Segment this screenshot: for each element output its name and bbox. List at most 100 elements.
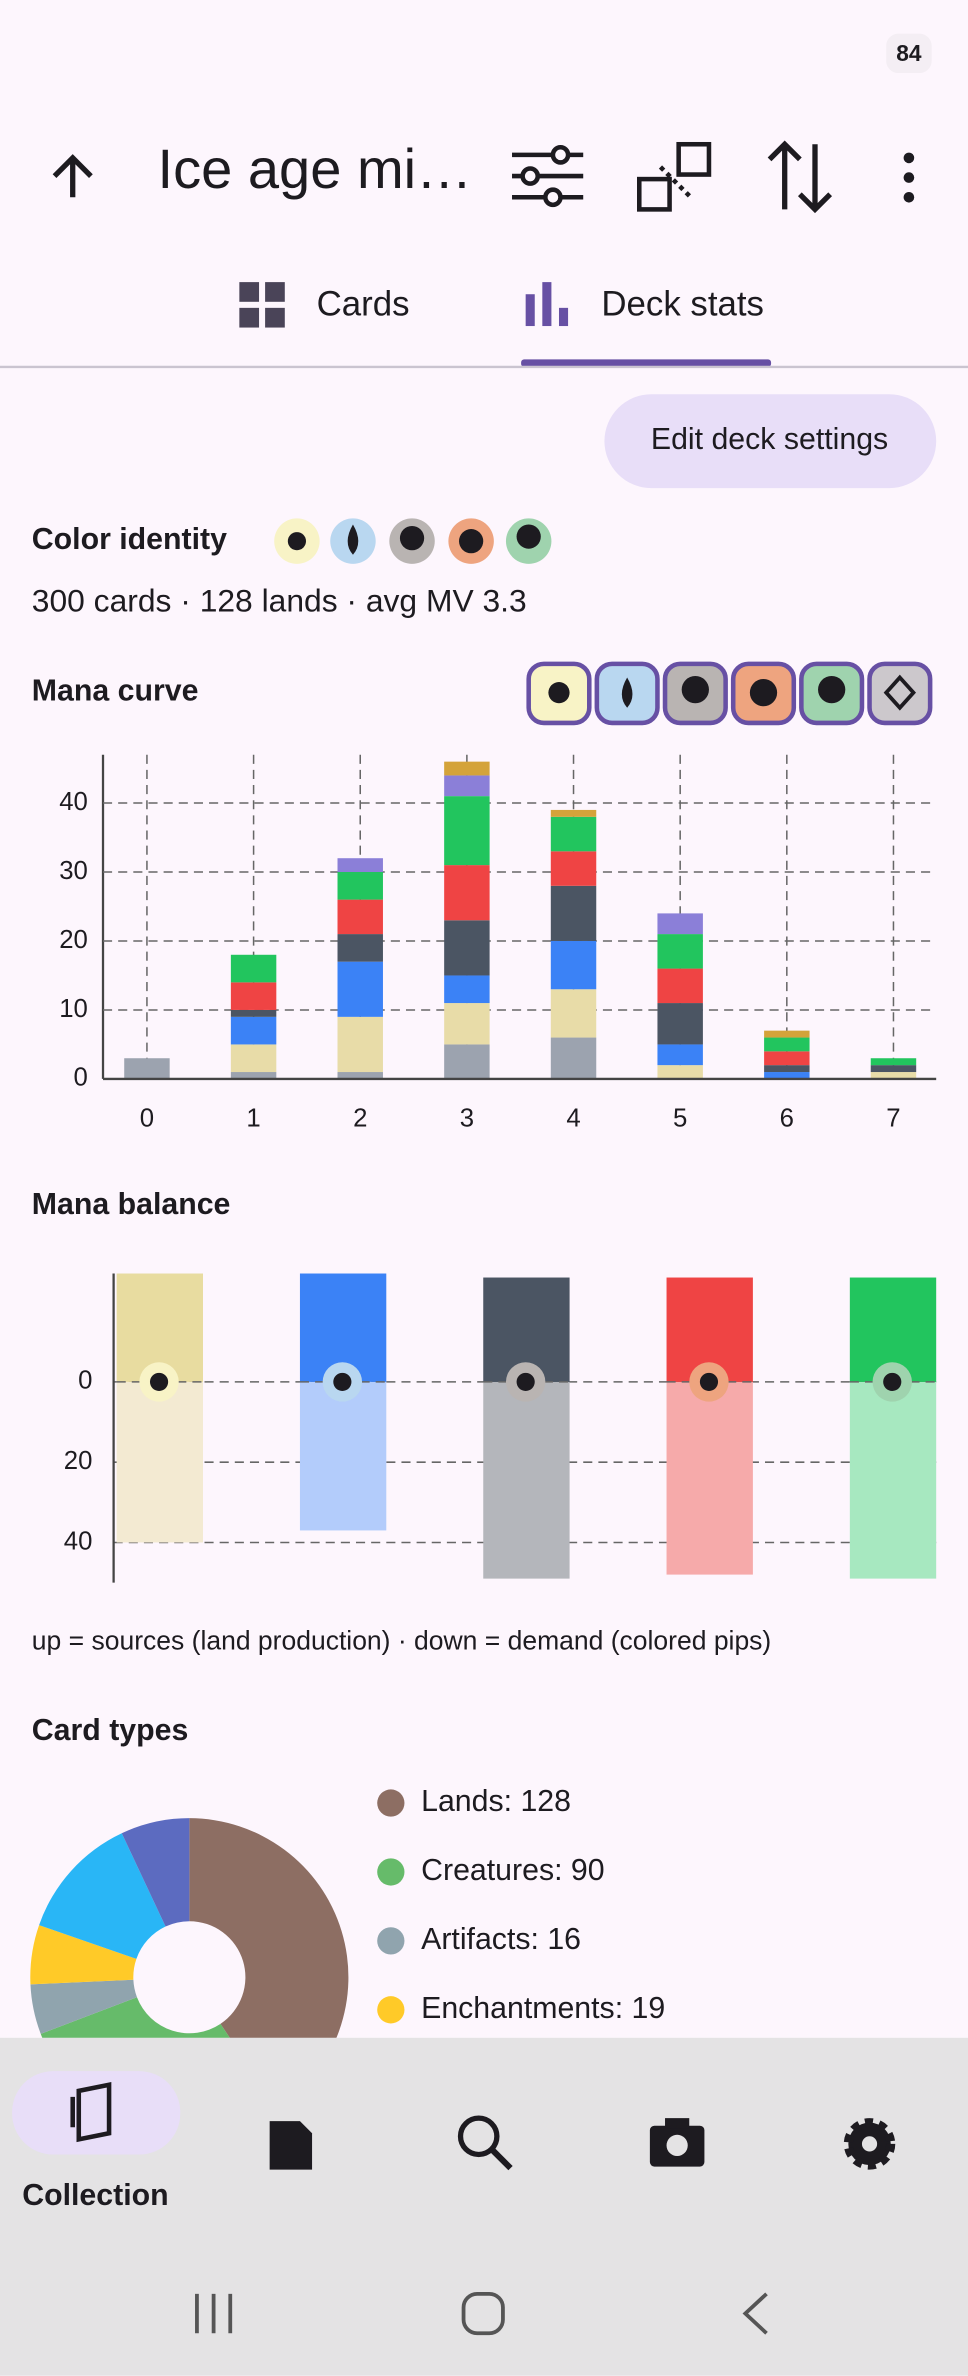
filter-button[interactable] — [512, 145, 584, 208]
y-tick-label: 40 — [64, 1527, 93, 1555]
mana-curve-chart: 0 10 20 30 40 0 1 2 3 4 5 6 7 — [59, 754, 937, 1133]
color-filter-chips[interactable] — [526, 661, 933, 726]
bar-segment — [337, 858, 383, 873]
x-tick-label: 3 — [460, 1105, 474, 1133]
bar-segment — [444, 865, 490, 921]
x-tick-label: 6 — [780, 1105, 794, 1133]
mana-balance-chart: 0 20 40 — [64, 1273, 937, 1583]
bar-segment — [444, 975, 490, 1004]
pie-slice — [40, 1997, 230, 2038]
bar-segment — [444, 1044, 490, 1079]
legend-label: Artifacts: 16 — [421, 1923, 581, 1956]
color-icon-glyph — [333, 1372, 352, 1391]
bar-segment — [657, 1065, 703, 1079]
bar-segment — [444, 761, 490, 776]
bar-segment — [657, 1003, 703, 1045]
tab-indicator — [521, 359, 772, 367]
tab-label[interactable]: Deck stats — [601, 285, 764, 324]
bar-segment — [550, 809, 597, 817]
demand-bar — [483, 1381, 570, 1579]
legend-swatch — [377, 1927, 405, 1955]
bar-segment — [444, 920, 490, 976]
color-icon-glyph — [516, 1372, 535, 1391]
bar-segment — [337, 872, 383, 900]
y-tick-label: 0 — [74, 1064, 88, 1092]
y-tick-label: 0 — [78, 1367, 92, 1395]
bar-segment — [230, 1009, 277, 1017]
bar-segment — [764, 1051, 810, 1066]
section-title: Mana balance — [32, 1188, 231, 1221]
legend-swatch — [377, 1858, 405, 1886]
bar-segment — [444, 796, 490, 866]
legend-swatch — [377, 1996, 405, 2024]
bar-segment — [230, 1044, 277, 1073]
color-icon-glyph — [883, 1372, 902, 1391]
bar-segment — [870, 1065, 917, 1073]
x-tick-label: 0 — [140, 1105, 154, 1133]
pie-slice — [189, 1818, 349, 2038]
deck-summary: 300 cards · 128 lands · avg MV 3.3 — [32, 583, 527, 619]
bar-segment — [444, 775, 490, 797]
bar-segment — [337, 1016, 383, 1073]
bar-segment — [550, 816, 597, 852]
bar-segment — [657, 968, 703, 1004]
legend-swatch — [377, 1789, 405, 1817]
edit-deck-settings[interactable]: Edit deck settings — [651, 423, 888, 456]
x-tick-label: 2 — [353, 1105, 367, 1133]
bar-segment — [230, 982, 277, 1010]
battery-level: 84 — [896, 40, 922, 66]
system-nav — [195, 2291, 768, 2336]
x-tick-label: 1 — [246, 1105, 260, 1133]
edit-button-bg[interactable] — [604, 394, 937, 489]
legend-label: Creatures: 90 — [421, 1854, 604, 1887]
compare-button[interactable] — [637, 141, 712, 212]
y-tick-label: 20 — [59, 926, 88, 954]
x-tick-label: 7 — [886, 1105, 900, 1133]
settings-nav[interactable] — [843, 2118, 896, 2170]
bar-segment — [230, 954, 277, 983]
bar-segment — [550, 1037, 597, 1079]
balance-note: up = sources (land production) · down = … — [32, 1625, 771, 1655]
more-button[interactable] — [903, 152, 915, 203]
bar-segment — [657, 913, 703, 935]
camera-nav[interactable] — [649, 2118, 705, 2167]
demand-bar — [299, 1381, 387, 1531]
y-tick-label: 30 — [59, 857, 88, 885]
collection-icon — [70, 2082, 112, 2143]
bar-segment — [657, 1044, 703, 1066]
bar-segment — [870, 1058, 917, 1066]
bar-segment — [657, 934, 703, 969]
decks-nav[interactable] — [269, 2121, 313, 2170]
bar-segment — [764, 1037, 810, 1052]
section-title: Mana curve — [32, 675, 199, 708]
y-tick-label: 20 — [64, 1447, 93, 1475]
pie-slice — [121, 1818, 190, 1927]
sort-button[interactable] — [767, 140, 833, 214]
search-nav[interactable] — [457, 2115, 513, 2171]
cards-tab-icon — [239, 282, 285, 328]
y-tick-label: 40 — [59, 788, 88, 816]
bar-segment — [550, 989, 597, 1038]
section-title: Card types — [32, 1714, 189, 1747]
nav-label: Collection — [22, 2179, 168, 2212]
back-button[interactable] — [52, 154, 93, 198]
bar-segment — [550, 885, 597, 941]
x-tick-label: 5 — [673, 1105, 687, 1133]
bar-segment — [764, 1072, 810, 1079]
battery-badge — [886, 33, 932, 74]
tab-label[interactable]: Cards — [317, 285, 410, 324]
bar-segment — [764, 1065, 810, 1073]
nav-active-pill[interactable] — [12, 2071, 181, 2155]
bar-segment — [444, 1003, 490, 1045]
bar-segment — [124, 1058, 170, 1079]
demand-bar — [849, 1381, 937, 1579]
pie-slice — [39, 1833, 166, 1959]
deck-title: Ice age mi… — [158, 137, 473, 200]
bar-segment — [764, 1030, 810, 1038]
legend-label: Lands: 128 — [421, 1785, 571, 1818]
bar-segment — [870, 1072, 917, 1079]
color-identity-icons — [274, 518, 552, 564]
bar-segment — [337, 934, 383, 962]
bar-segment — [337, 899, 383, 935]
